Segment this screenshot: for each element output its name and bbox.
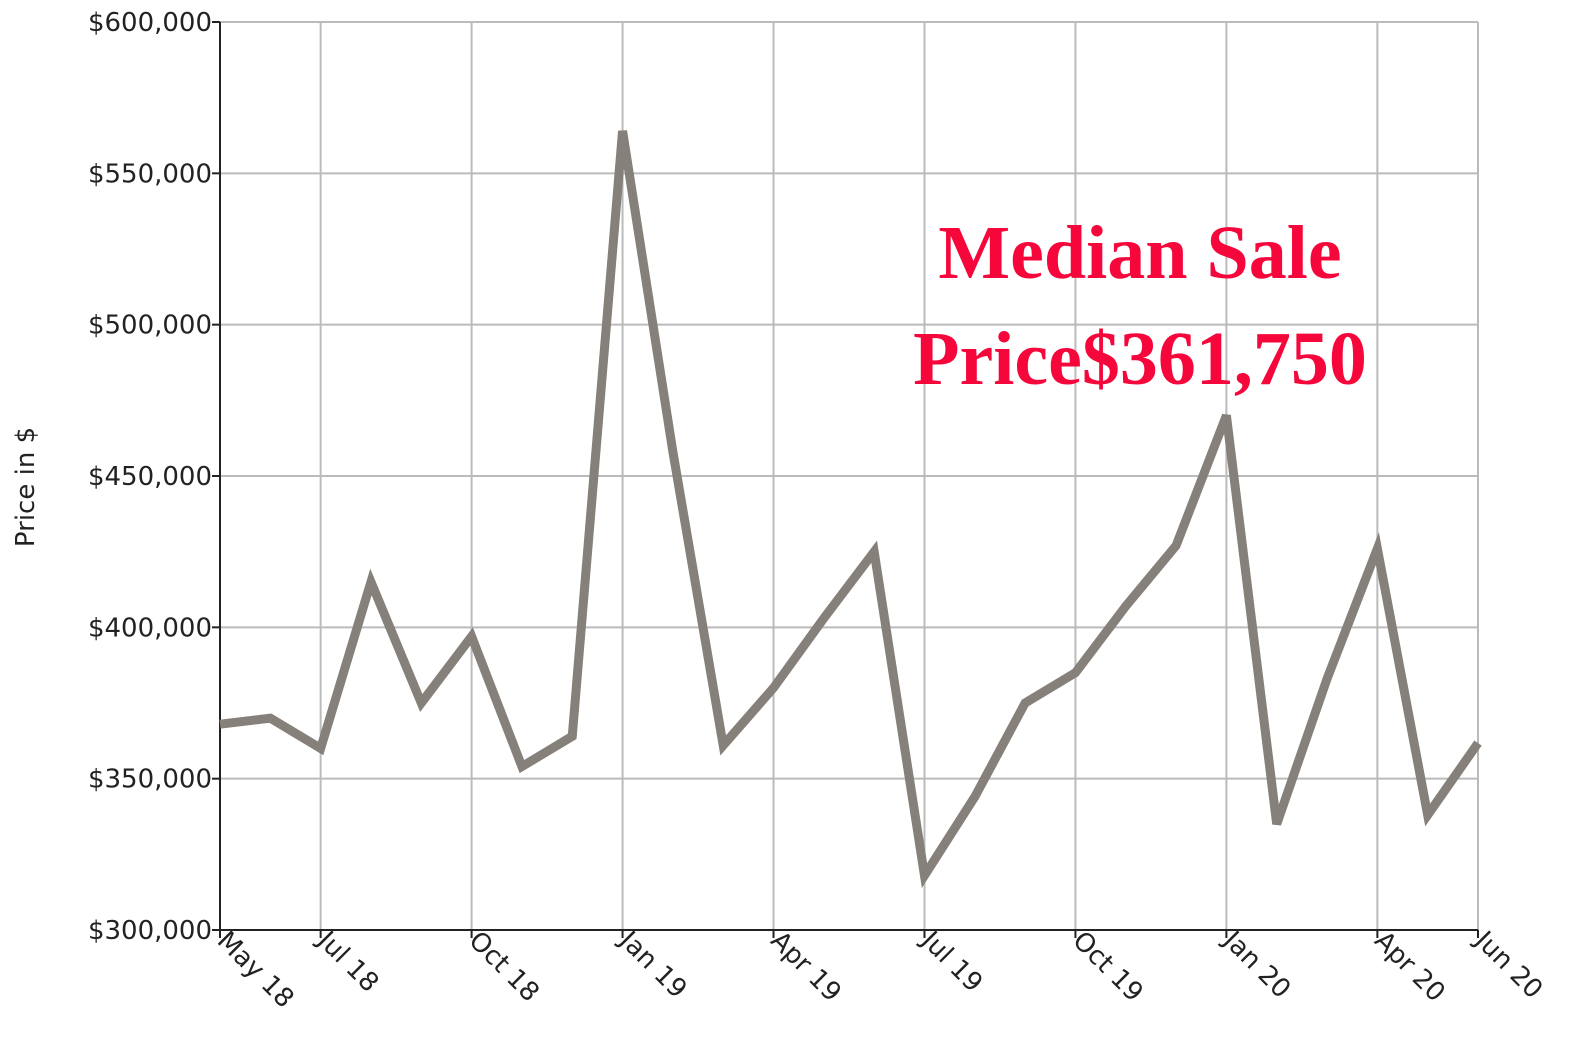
x-tick-label: Oct 19	[1066, 926, 1148, 1008]
y-tick-label: $500,000	[88, 311, 212, 341]
y-tick-label: $300,000	[88, 916, 212, 946]
x-tick-label: Jan 20	[1216, 924, 1296, 1004]
annotation: Median Sale	[938, 211, 1341, 295]
x-tick-label: Jan 19	[612, 924, 692, 1004]
y-tick-label: $550,000	[88, 159, 212, 189]
line	[219, 130, 1482, 888]
x-tick-label: Apr 19	[765, 926, 847, 1008]
y-tick-label: $400,000	[88, 613, 212, 643]
x-tick-label: Oct 18	[463, 926, 545, 1008]
x-tick-label: Apr 20	[1368, 926, 1450, 1008]
y-tick-label: $350,000	[88, 765, 212, 795]
x-tick-label: Jun 20	[1468, 924, 1549, 1005]
x-tick-label: May 18	[211, 926, 299, 1014]
annotation: Price$361,750	[913, 317, 1367, 401]
y-tick-label: $600,000	[88, 8, 212, 38]
y-axis-label: Price in $	[11, 427, 41, 547]
y-tick-label: $450,000	[88, 462, 212, 492]
